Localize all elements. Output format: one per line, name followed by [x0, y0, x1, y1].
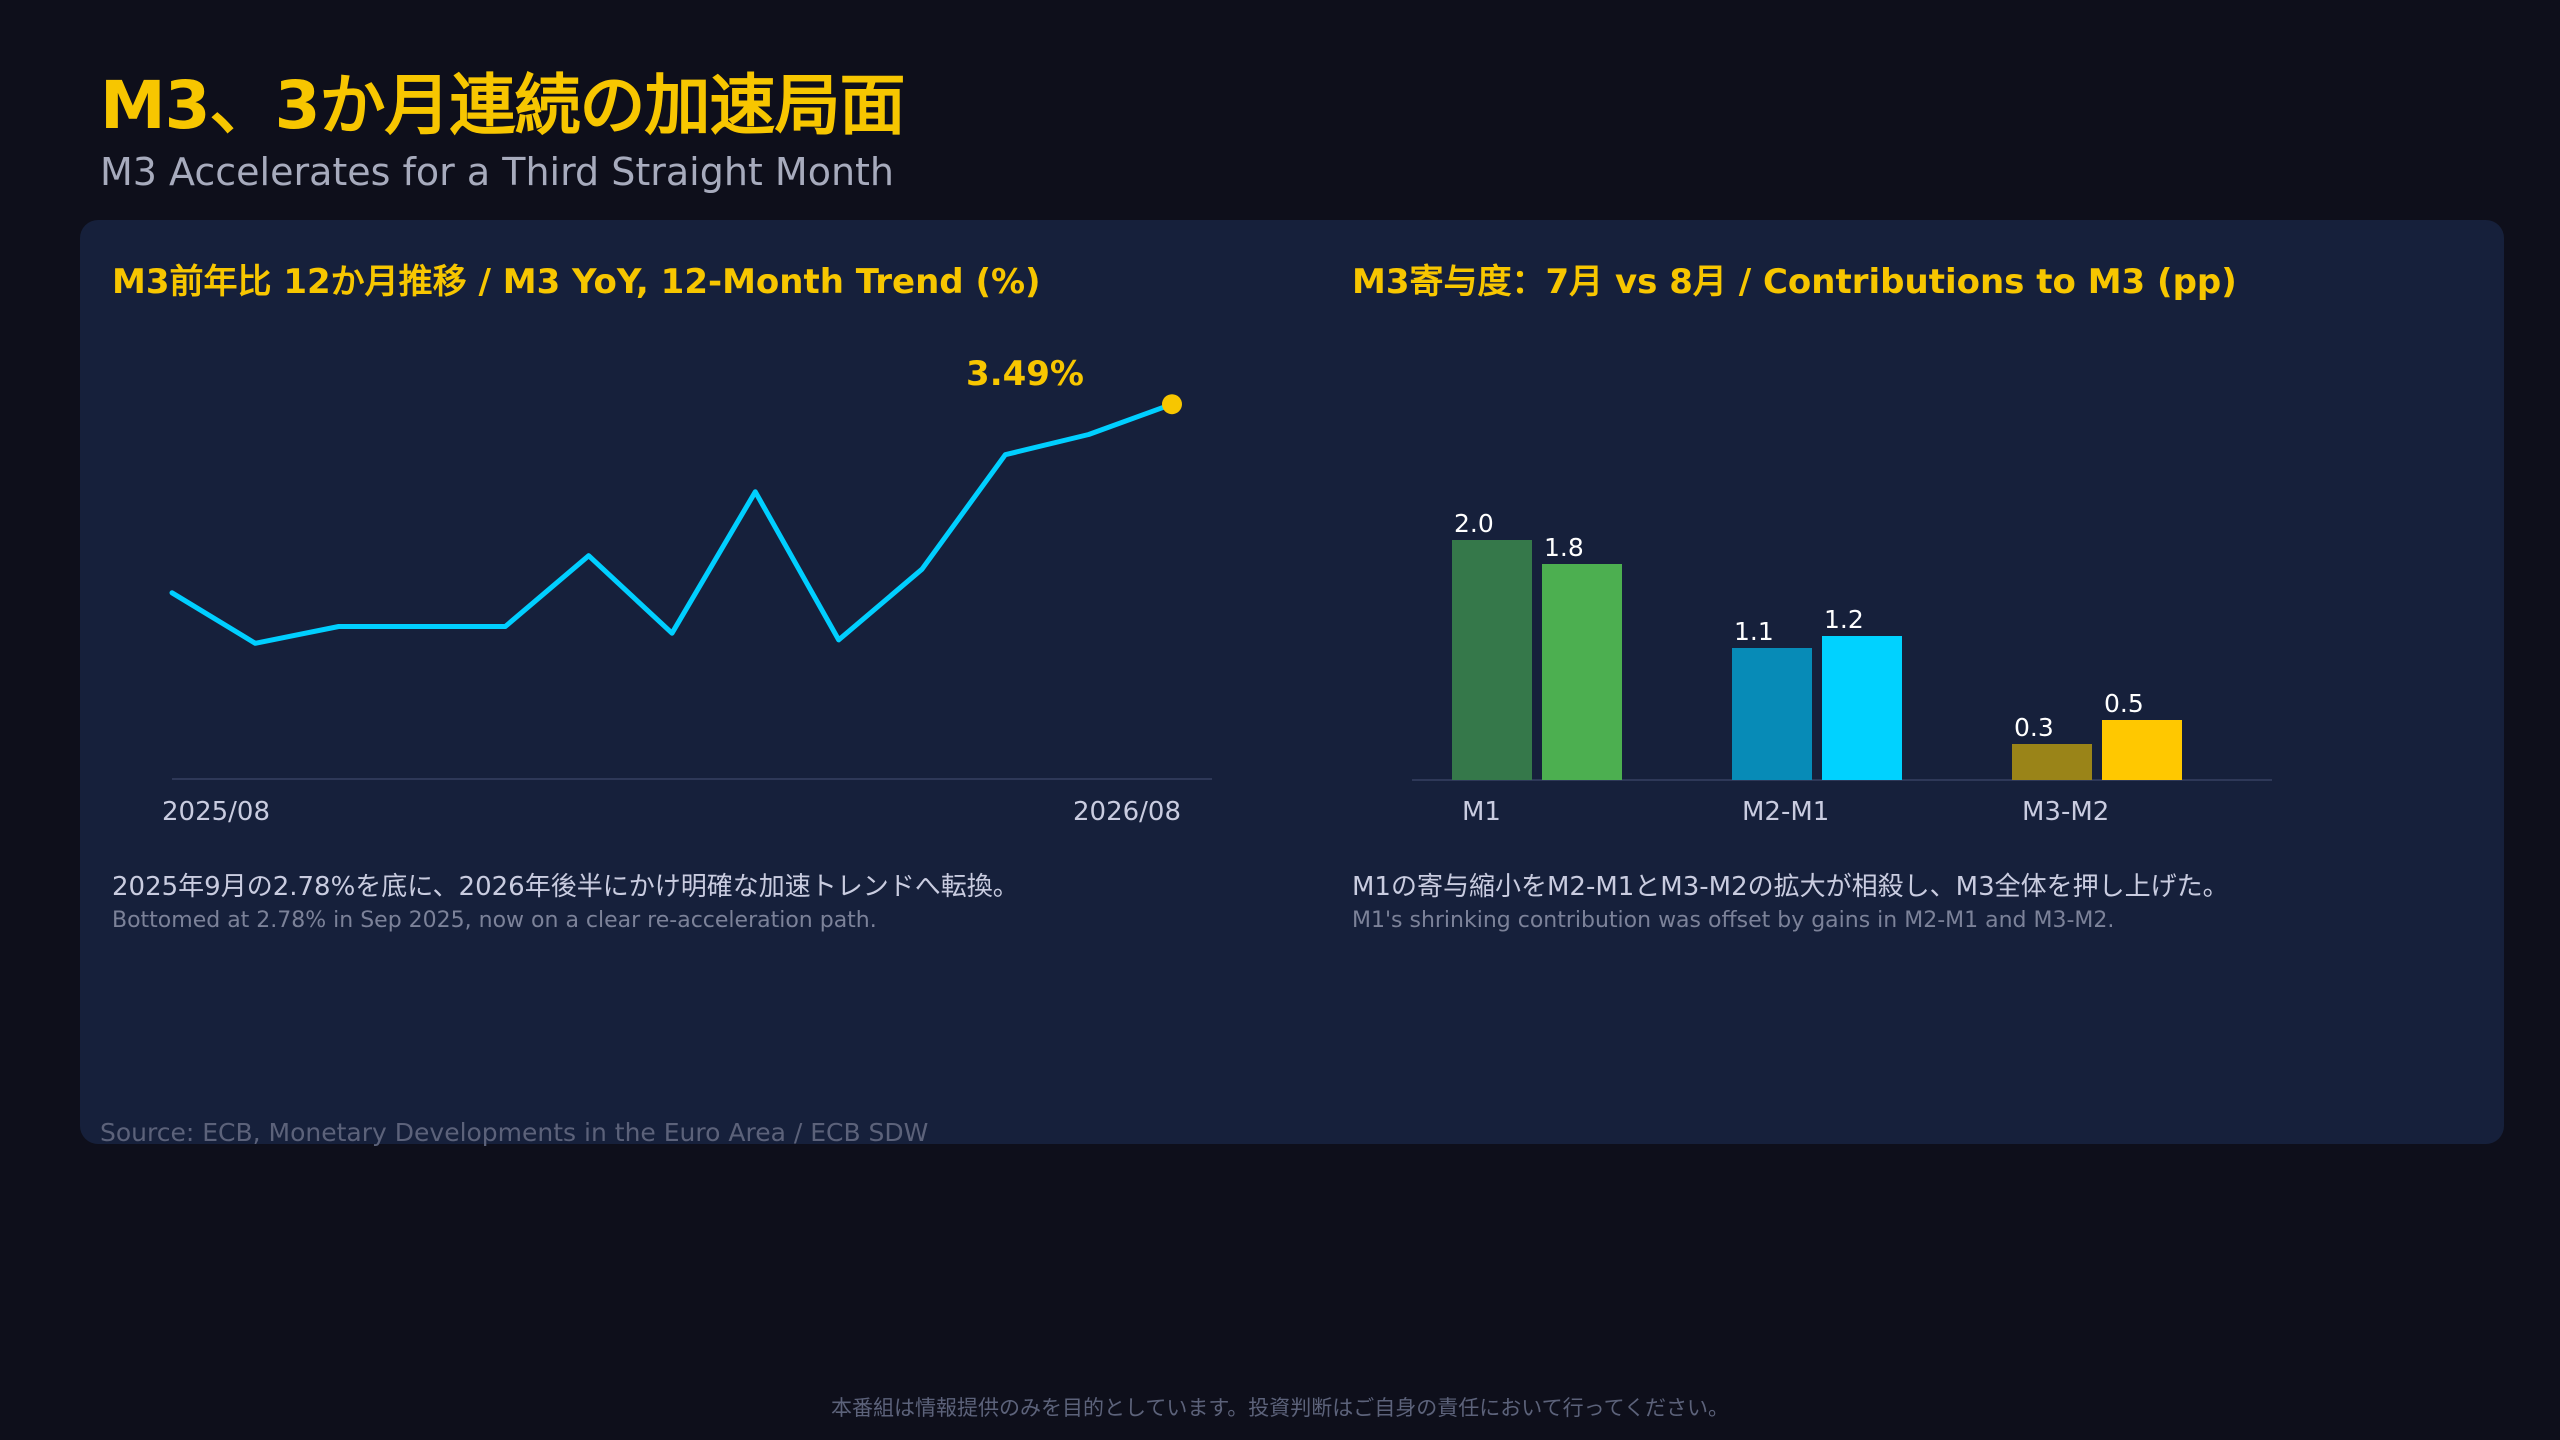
line-chart: 3.49% 2025/08 2026/08 [162, 354, 1212, 827]
bar-m3-m2-jul [2012, 744, 2092, 780]
bar-chart-title: M3寄与度：7月 vs 8月 / Contributions to M3 (pp… [1352, 262, 2237, 302]
page-subtitle: M3 Accelerates for a Third Straight Mont… [100, 150, 895, 194]
category-label-m2-m1: M2-M1 [1742, 797, 1829, 827]
bar-label-m3-m2-aug: 0.5 [2104, 689, 2144, 718]
x-tick-label-end: 2026/08 [1073, 797, 1181, 827]
line-chart-note-jp: 2025年9月の2.78%を底に、2026年後半にかけ明確な加速トレンドへ転換。 [112, 872, 1019, 902]
bar-m1-jul [1452, 540, 1532, 780]
disclaimer: 本番組は情報提供のみを目的としています。投資判断はご自身の責任において行ってくだ… [831, 1396, 1729, 1420]
charts-panel [80, 220, 2504, 1144]
latest-point-marker [1162, 394, 1182, 415]
category-label-m3-m2: M3-M2 [2022, 797, 2109, 827]
x-tick-label-start: 2025/08 [162, 797, 270, 827]
bar-label-m2-m1-jul: 1.1 [1734, 617, 1774, 646]
m3-yoy-series-line [169, 401, 1175, 646]
bar-label-m1-jul: 2.0 [1454, 509, 1494, 538]
bar-m3-m2-aug [2102, 720, 2182, 780]
bar-label-m1-aug: 1.8 [1544, 533, 1584, 562]
bar-chart: 2.0 1.8 M1 1.1 1.2 M2-M1 0.3 0.5 M3-M2 [1412, 509, 2272, 827]
source-note: Source: ECB, Monetary Developments in th… [100, 1118, 929, 1147]
bar-chart-note-jp: M1の寄与縮小をM2-M1とM3-M2の拡大が相殺し、M3全体を押し上げた。 [1352, 872, 2229, 902]
category-label-m1: M1 [1462, 797, 1501, 827]
line-chart-note-en: Bottomed at 2.78% in Sep 2025, now on a … [112, 908, 877, 933]
bar-label-m2-m1-aug: 1.2 [1824, 605, 1864, 634]
bar-label-m3-m2-jul: 0.3 [2014, 713, 2054, 742]
latest-value-label: 3.49% [966, 354, 1084, 394]
bar-m2-m1-jul [1732, 648, 1812, 780]
page-title: M3、3か月連続の加速局面 [100, 67, 906, 144]
bar-m1-aug [1542, 564, 1622, 780]
line-chart-title: M3前年比 12か月推移 / M3 YoY, 12-Month Trend (%… [112, 262, 1041, 302]
bar-m2-m1-aug [1822, 636, 1902, 780]
bar-chart-note-en: M1's shrinking contribution was offset b… [1352, 908, 2115, 933]
